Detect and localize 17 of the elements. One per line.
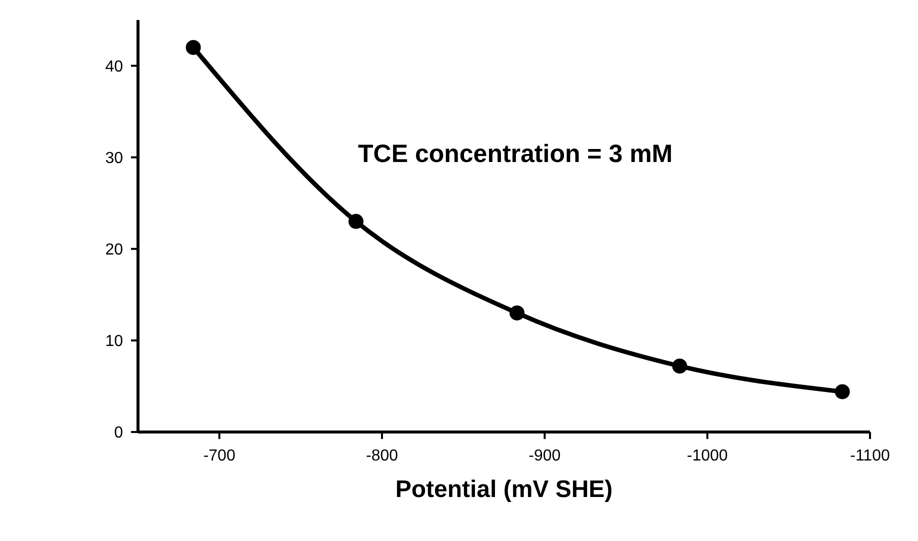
point xyxy=(186,40,201,55)
annotation: TCE concentration = 3 mM xyxy=(358,140,673,169)
y-tick-label: 0 xyxy=(114,424,124,442)
y-tick-label: 10 xyxy=(105,333,124,350)
point xyxy=(672,358,688,374)
y-tick-label: 30 xyxy=(105,150,124,168)
x-tick-label: -800 xyxy=(366,447,398,464)
x-tick-label: -700 xyxy=(203,447,236,464)
x-tick-label: -1100 xyxy=(850,447,890,464)
x-tick-label: -1000 xyxy=(686,447,728,464)
point xyxy=(348,214,364,229)
y-tick-label: 40 xyxy=(105,58,124,76)
y-tick-label: 20 xyxy=(105,242,124,259)
x-tick-label: -900 xyxy=(528,447,561,464)
point xyxy=(834,384,850,400)
x-axis-title: Potential (mV SHE) xyxy=(395,476,613,503)
point xyxy=(510,305,525,320)
